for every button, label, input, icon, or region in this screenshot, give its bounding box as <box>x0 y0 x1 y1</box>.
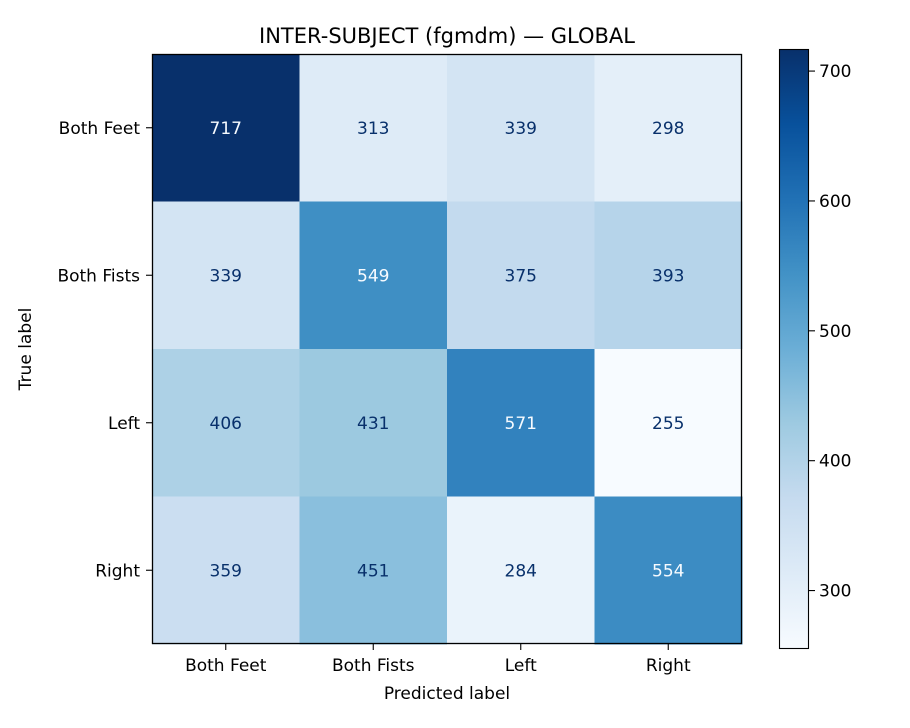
heatmap-cell <box>594 349 743 497</box>
heatmap-cell <box>299 201 448 350</box>
y-tick-label: Both Feet <box>59 119 141 139</box>
heatmap-cell <box>299 496 448 645</box>
heatmap-cell <box>152 496 300 645</box>
heatmap-cell <box>594 201 743 350</box>
x-tick-label: Both Fists <box>332 656 415 676</box>
cell-value-label: 717 <box>210 119 242 139</box>
cell-value-label: 298 <box>652 119 684 139</box>
cell-value-label: 313 <box>357 119 389 139</box>
x-tick-label: Both Feet <box>185 656 267 676</box>
cell-value-label: 451 <box>357 561 389 581</box>
heatmap-cell <box>594 496 743 645</box>
cell-value-label: 255 <box>652 414 684 434</box>
colorbar <box>778 48 810 650</box>
heatmap-cells <box>152 54 743 645</box>
heatmap-cell <box>152 349 300 497</box>
heatmap-cell <box>447 201 595 350</box>
cell-value-label: 554 <box>652 561 684 581</box>
cell-value-label: 431 <box>357 414 389 434</box>
chart-title: INTER-SUBJECT (fgmdm) — GLOBAL <box>259 24 635 48</box>
heatmap-cell <box>447 349 595 497</box>
heatmap-cell <box>299 349 448 497</box>
x-tick-label: Right <box>646 656 691 676</box>
heatmap-cell <box>299 54 448 202</box>
y-tick-label: Left <box>108 414 140 434</box>
y-axis-ticks: Both Feet Both Fists Left Right <box>57 119 152 581</box>
colorbar-tick-label: 500 <box>819 322 851 342</box>
plot-frame <box>151 53 743 645</box>
colorbar-ticks: 300 400 500 600 700 <box>809 62 851 602</box>
colorbar-tick-label: 700 <box>819 62 851 82</box>
x-tick-label: Left <box>505 656 537 676</box>
heatmap-cell <box>447 496 595 645</box>
cell-value-label: 284 <box>505 561 537 581</box>
y-axis-label: True label <box>16 308 36 392</box>
cell-value-label: 359 <box>210 561 242 581</box>
cell-value-label: 406 <box>210 414 242 434</box>
heatmap-cell <box>152 201 300 350</box>
heatmap-cell <box>447 54 595 202</box>
cell-value-label: 339 <box>505 119 537 139</box>
x-axis-ticks: Both Feet Both Fists Left Right <box>185 644 691 676</box>
cell-value-label: 393 <box>652 266 684 286</box>
cell-value-label: 549 <box>357 266 389 286</box>
y-tick-label: Right <box>95 561 140 581</box>
cell-value-label: 571 <box>505 414 537 434</box>
cell-value-label: 339 <box>210 266 242 286</box>
y-tick-label: Both Fists <box>57 266 140 286</box>
colorbar-tick-label: 400 <box>819 452 851 472</box>
heatmap-cell <box>152 54 300 202</box>
colorbar-tick-label: 300 <box>819 582 851 602</box>
x-axis-label: Predicted label <box>384 684 510 704</box>
heatmap-cell-labels: 717 313 339 298 339 549 375 393 406 431 571 255 359 4… <box>210 119 685 582</box>
heatmap-cell <box>594 54 743 202</box>
colorbar-tick-label: 600 <box>819 192 851 212</box>
cell-value-label: 375 <box>505 266 537 286</box>
